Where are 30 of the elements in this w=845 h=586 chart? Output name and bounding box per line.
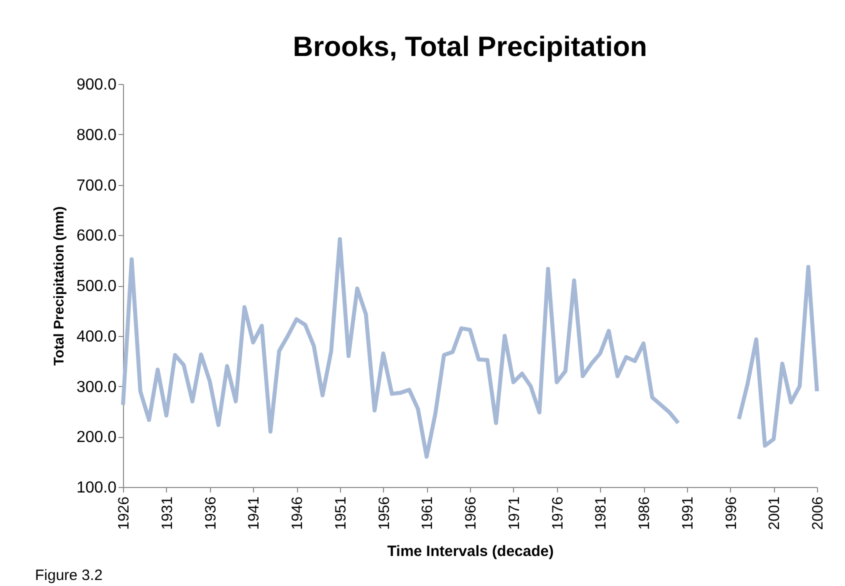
x-tick-label: 1981 xyxy=(592,496,610,530)
x-tick-label: 2006 xyxy=(810,496,826,530)
y-tick-label: 700.0 xyxy=(76,177,117,194)
y-tick-label: 400.0 xyxy=(76,328,117,346)
caption: Figure 3.2 xyxy=(35,567,103,584)
x-tick-label: 1946 xyxy=(289,496,306,530)
x-tick-label: 1931 xyxy=(158,496,176,530)
x-tick-label: 1941 xyxy=(246,496,263,530)
x-tick-label: 2001 xyxy=(766,496,784,530)
x-tick-label: 1956 xyxy=(376,496,393,530)
x-axis-title: Time Intervals (decade) xyxy=(387,542,554,560)
x-tick-label: 1996 xyxy=(722,496,740,530)
y-tick-label: 300.0 xyxy=(76,378,117,396)
x-tick-label: 1926 xyxy=(116,496,132,530)
x-tick-label: 1936 xyxy=(202,496,220,530)
chart-title: Brooks, Total Precipitation xyxy=(292,31,648,62)
y-tick-label: 100.0 xyxy=(76,480,117,496)
x-tick-label: 1976 xyxy=(549,496,566,530)
x-tick-label: 1971 xyxy=(506,496,523,530)
x-tick-label: 1986 xyxy=(636,496,653,530)
y-tick-label: 900.0 xyxy=(76,76,117,94)
x-tick-label: 1966 xyxy=(462,496,480,530)
y-tick-label: 200.0 xyxy=(76,429,117,446)
y-axis-title: Total Precipitation (mm) xyxy=(50,206,66,366)
x-tick-label: 1961 xyxy=(419,496,436,530)
x-tick-label: 1991 xyxy=(679,496,696,530)
y-tick-label: 500.0 xyxy=(76,278,117,295)
x-tick-label: 1951 xyxy=(332,496,350,530)
y-tick-label: 800.0 xyxy=(76,126,117,144)
y-tick-label: 600.0 xyxy=(76,228,117,245)
